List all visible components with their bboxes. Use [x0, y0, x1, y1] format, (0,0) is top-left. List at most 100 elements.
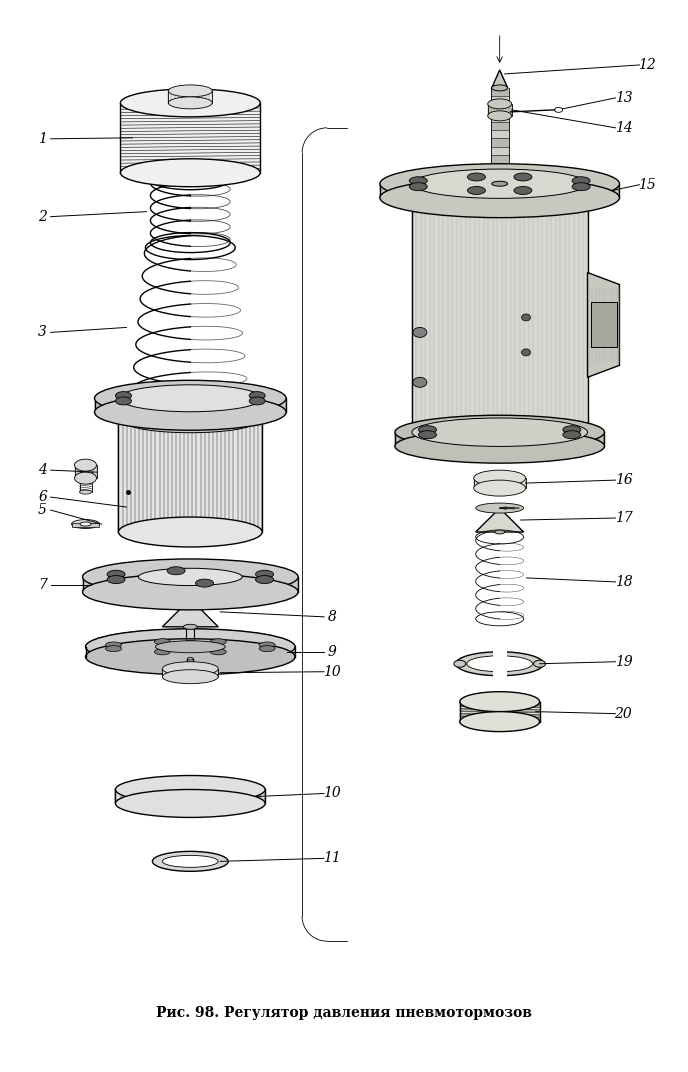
Ellipse shape — [249, 391, 265, 400]
Polygon shape — [380, 183, 619, 197]
Polygon shape — [491, 88, 508, 96]
Text: 12: 12 — [638, 58, 656, 72]
Ellipse shape — [488, 110, 512, 121]
Ellipse shape — [195, 579, 213, 587]
Polygon shape — [492, 70, 508, 88]
Ellipse shape — [492, 181, 508, 187]
Polygon shape — [491, 164, 508, 172]
Ellipse shape — [155, 641, 225, 653]
Ellipse shape — [118, 398, 262, 428]
Ellipse shape — [120, 159, 260, 187]
Ellipse shape — [412, 418, 588, 446]
Ellipse shape — [120, 89, 260, 117]
Ellipse shape — [495, 530, 505, 534]
Ellipse shape — [563, 426, 581, 434]
Polygon shape — [493, 650, 506, 678]
Ellipse shape — [474, 480, 526, 496]
Ellipse shape — [255, 576, 274, 583]
Ellipse shape — [467, 173, 486, 181]
Ellipse shape — [167, 567, 185, 575]
Polygon shape — [162, 669, 218, 676]
Ellipse shape — [380, 164, 619, 204]
Ellipse shape — [162, 593, 218, 605]
Text: 3: 3 — [38, 326, 47, 340]
Ellipse shape — [255, 570, 274, 578]
Ellipse shape — [534, 660, 546, 667]
Ellipse shape — [107, 570, 125, 578]
Ellipse shape — [413, 327, 427, 338]
Ellipse shape — [127, 412, 254, 433]
Text: 16: 16 — [614, 473, 632, 487]
Ellipse shape — [488, 99, 512, 109]
Ellipse shape — [380, 178, 619, 218]
Ellipse shape — [563, 431, 581, 438]
Text: 6: 6 — [38, 490, 47, 504]
Ellipse shape — [85, 629, 295, 665]
Ellipse shape — [169, 96, 213, 109]
Ellipse shape — [460, 691, 539, 712]
Ellipse shape — [85, 639, 295, 674]
Polygon shape — [395, 432, 605, 446]
Ellipse shape — [183, 624, 197, 629]
Ellipse shape — [418, 426, 436, 434]
Polygon shape — [588, 272, 619, 377]
Polygon shape — [475, 508, 524, 532]
Ellipse shape — [211, 649, 226, 655]
Ellipse shape — [412, 169, 588, 198]
Ellipse shape — [492, 85, 508, 91]
Ellipse shape — [169, 85, 213, 96]
Ellipse shape — [454, 660, 466, 667]
Ellipse shape — [418, 431, 436, 438]
Polygon shape — [491, 147, 508, 155]
Ellipse shape — [182, 88, 200, 93]
Ellipse shape — [116, 789, 265, 818]
Ellipse shape — [138, 568, 242, 585]
Ellipse shape — [154, 639, 171, 644]
Ellipse shape — [176, 786, 204, 793]
Ellipse shape — [154, 649, 171, 655]
Text: 11: 11 — [323, 851, 341, 865]
Ellipse shape — [187, 657, 193, 660]
Ellipse shape — [409, 182, 427, 191]
Ellipse shape — [186, 640, 194, 643]
Text: 2: 2 — [38, 210, 47, 224]
Ellipse shape — [522, 314, 530, 321]
Ellipse shape — [409, 177, 427, 184]
Polygon shape — [412, 197, 588, 432]
Ellipse shape — [107, 576, 125, 583]
Polygon shape — [491, 172, 508, 180]
Ellipse shape — [72, 520, 100, 528]
Text: 5: 5 — [38, 503, 47, 517]
Text: 1: 1 — [38, 132, 47, 146]
Polygon shape — [491, 180, 508, 189]
Ellipse shape — [493, 476, 506, 480]
Ellipse shape — [413, 377, 427, 387]
Ellipse shape — [467, 187, 486, 194]
Ellipse shape — [249, 397, 265, 405]
Polygon shape — [94, 399, 286, 413]
Polygon shape — [491, 138, 508, 147]
Polygon shape — [491, 155, 508, 164]
Polygon shape — [491, 121, 508, 130]
Polygon shape — [460, 702, 539, 721]
Polygon shape — [491, 96, 508, 105]
Polygon shape — [162, 599, 218, 627]
Ellipse shape — [152, 851, 228, 872]
Ellipse shape — [162, 670, 218, 684]
Polygon shape — [74, 465, 96, 478]
Ellipse shape — [259, 645, 275, 652]
Ellipse shape — [475, 503, 524, 513]
Ellipse shape — [480, 696, 519, 708]
Polygon shape — [120, 103, 260, 173]
Ellipse shape — [118, 517, 262, 547]
Ellipse shape — [116, 397, 131, 405]
Ellipse shape — [395, 415, 605, 449]
Ellipse shape — [80, 522, 91, 526]
Ellipse shape — [514, 173, 532, 181]
Text: 10: 10 — [323, 665, 341, 679]
Ellipse shape — [445, 169, 555, 197]
Polygon shape — [118, 413, 262, 532]
Ellipse shape — [80, 490, 92, 494]
Ellipse shape — [162, 855, 218, 867]
Ellipse shape — [83, 559, 298, 595]
